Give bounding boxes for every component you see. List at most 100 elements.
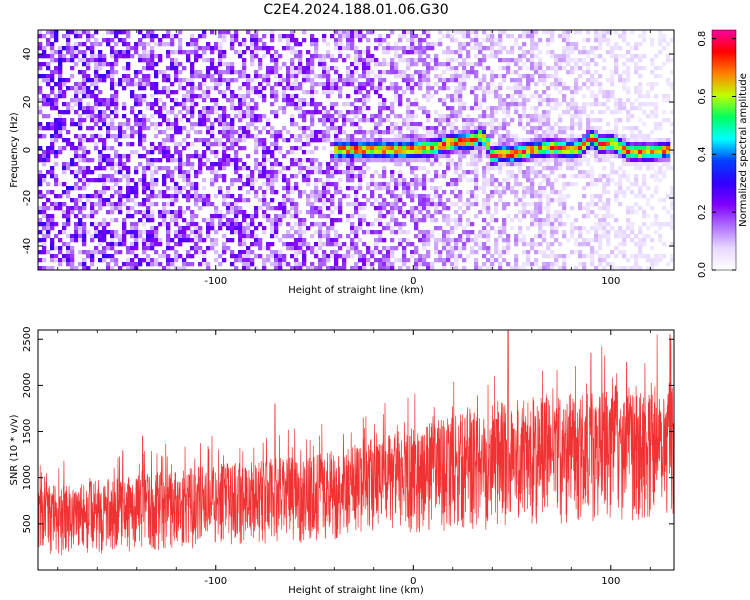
heatmap-cell (298, 86, 303, 91)
heatmap-cell (110, 30, 115, 35)
heatmap-cell (334, 146, 339, 151)
heatmap-cell (474, 154, 479, 159)
heatmap-cell (506, 182, 511, 187)
heatmap-cell (606, 190, 611, 195)
heatmap-cell (442, 78, 447, 83)
heatmap-cell (338, 190, 343, 195)
heatmap-cell (502, 106, 507, 111)
heatmap-cell (410, 210, 415, 215)
heatmap-cell (138, 98, 143, 103)
heatmap-cell (62, 210, 67, 215)
heatmap-cell (322, 186, 327, 191)
heatmap-cell (398, 162, 403, 167)
heatmap-cell (82, 178, 87, 183)
heatmap-cell (326, 238, 331, 243)
heatmap-cell (210, 166, 215, 171)
heatmap-cell (562, 206, 567, 211)
heatmap-cell (282, 86, 287, 91)
heatmap-cell (570, 86, 575, 91)
heatmap-cell (578, 122, 583, 127)
heatmap-cell (126, 66, 131, 71)
heatmap-cell (374, 46, 379, 51)
heatmap-cell (618, 250, 623, 255)
heatmap-cell (330, 238, 335, 243)
heatmap-cell (278, 250, 283, 255)
heatmap-cell (186, 254, 191, 259)
heatmap-cell (430, 46, 435, 51)
heatmap-cell (134, 82, 139, 87)
heatmap-cell (306, 126, 311, 131)
heatmap-cell (546, 114, 551, 119)
heatmap-cell (402, 182, 407, 187)
heatmap-cell (82, 82, 87, 87)
heatmap-cell (414, 70, 419, 75)
heatmap-cell (602, 154, 607, 159)
heatmap-cell (306, 50, 311, 55)
heatmap-cell (274, 134, 279, 139)
heatmap-cell (182, 94, 187, 99)
heatmap-cell (130, 234, 135, 239)
heatmap-cell (442, 130, 447, 135)
heatmap-cell (590, 202, 595, 207)
heatmap-cell (38, 158, 43, 163)
heatmap-cell (230, 66, 235, 71)
heatmap-cell (542, 234, 547, 239)
heatmap-cell (458, 130, 463, 135)
heatmap-cell (186, 110, 191, 115)
heatmap-cell (366, 78, 371, 83)
heatmap-cell (302, 134, 307, 139)
heatmap-cell (426, 266, 431, 271)
heatmap-cell (310, 82, 315, 87)
heatmap-cell (66, 78, 71, 83)
heatmap-cell (178, 242, 183, 247)
heatmap-cell (322, 182, 327, 187)
heatmap-cell (454, 38, 459, 43)
heatmap-cell (530, 142, 535, 147)
heatmap-cell (274, 226, 279, 231)
heatmap-cell (382, 118, 387, 123)
heatmap-cell (582, 146, 587, 151)
heatmap-cell (250, 242, 255, 247)
heatmap-cell (278, 66, 283, 71)
heatmap-cell (278, 266, 283, 271)
heatmap-cell (254, 74, 259, 79)
heatmap-cell (358, 62, 363, 67)
heatmap-cell (590, 154, 595, 159)
heatmap-cell (362, 106, 367, 111)
heatmap-cell (250, 174, 255, 179)
heatmap-cell (310, 110, 315, 115)
heatmap-cell (542, 150, 547, 155)
heatmap-cell (282, 90, 287, 95)
heatmap-cell (546, 262, 551, 267)
heatmap-cell (142, 178, 147, 183)
heatmap-cell (362, 242, 367, 247)
heatmap-cell (398, 230, 403, 235)
heatmap-cell (246, 254, 251, 259)
heatmap-cell (62, 166, 67, 171)
heatmap-cell (510, 138, 515, 143)
heatmap-cell (426, 94, 431, 99)
heatmap-cell (334, 166, 339, 171)
heatmap-cell (342, 170, 347, 175)
heatmap-cell (178, 130, 183, 135)
heatmap-cell (334, 182, 339, 187)
heatmap-cell (370, 254, 375, 259)
heatmap-cell (258, 198, 263, 203)
heatmap-cell (502, 258, 507, 263)
heatmap-cell (498, 138, 503, 143)
heatmap-cell (198, 110, 203, 115)
heatmap-cell (174, 230, 179, 235)
heatmap-cell (350, 230, 355, 235)
heatmap-cell (150, 218, 155, 223)
heatmap-cell (322, 62, 327, 67)
heatmap-cell (390, 102, 395, 107)
heatmap-cell (418, 182, 423, 187)
heatmap-cell (406, 114, 411, 119)
heatmap-cell (346, 74, 351, 79)
heatmap-cell (442, 114, 447, 119)
heatmap-cell (166, 146, 171, 151)
heatmap-cell (106, 102, 111, 107)
heatmap-cell (266, 158, 271, 163)
heatmap-cell (406, 230, 411, 235)
heatmap-cell (446, 154, 451, 159)
